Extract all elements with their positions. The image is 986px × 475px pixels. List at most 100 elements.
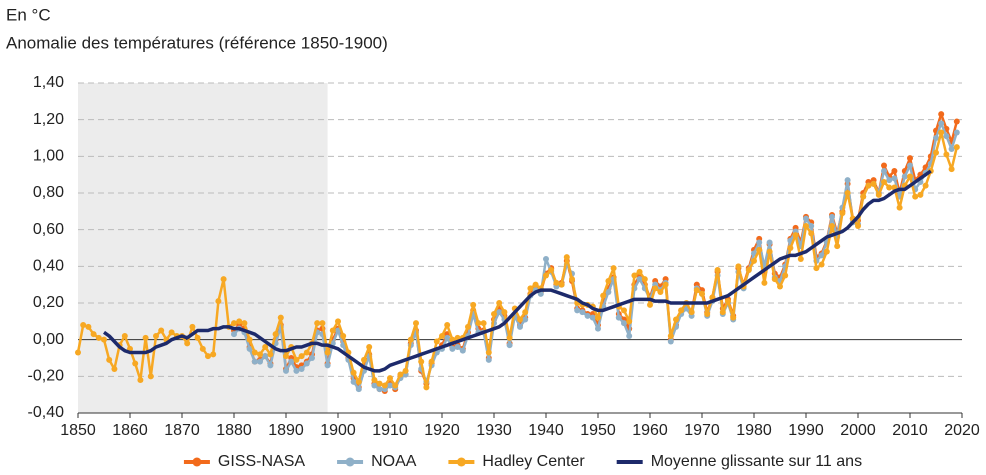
data-point bbox=[881, 168, 887, 174]
data-point bbox=[787, 245, 794, 251]
data-point bbox=[886, 177, 893, 184]
data-point bbox=[433, 338, 440, 345]
data-point bbox=[90, 331, 97, 338]
data-point bbox=[231, 331, 237, 338]
data-point bbox=[829, 213, 835, 220]
data-point bbox=[501, 309, 508, 316]
data-point bbox=[605, 289, 612, 295]
data-point bbox=[444, 334, 451, 341]
data-point bbox=[766, 239, 773, 246]
data-point bbox=[584, 312, 591, 319]
series-line bbox=[102, 169, 932, 373]
data-point bbox=[262, 353, 269, 360]
data-point bbox=[870, 180, 877, 187]
data-point bbox=[735, 263, 742, 270]
data-point bbox=[231, 320, 237, 327]
data-point bbox=[257, 351, 263, 358]
data-point bbox=[387, 375, 393, 382]
data-point bbox=[340, 333, 347, 339]
data-point bbox=[621, 307, 627, 314]
data-point bbox=[948, 146, 955, 152]
data-point bbox=[101, 336, 107, 343]
data-point bbox=[667, 338, 674, 345]
data-point bbox=[943, 133, 950, 140]
data-point bbox=[605, 278, 612, 284]
data-point bbox=[761, 279, 768, 286]
data-point bbox=[309, 355, 315, 361]
data-point bbox=[553, 279, 560, 286]
data-point bbox=[251, 349, 258, 356]
y-tick-label: 0,80 bbox=[33, 184, 64, 201]
data-point bbox=[376, 380, 383, 387]
data-point bbox=[792, 232, 799, 239]
data-point bbox=[745, 267, 752, 273]
x-tick-label: 1860 bbox=[112, 422, 148, 439]
data-point bbox=[621, 320, 627, 327]
x-tick-label: 1850 bbox=[60, 422, 96, 439]
data-point bbox=[470, 301, 477, 308]
x-tick-label: 1880 bbox=[216, 422, 252, 439]
legend-label: GISS-NASA bbox=[218, 453, 305, 470]
data-point bbox=[298, 353, 305, 360]
data-point bbox=[839, 210, 846, 217]
data-point bbox=[652, 285, 659, 292]
data-point bbox=[449, 345, 456, 352]
unit-label: En °C bbox=[6, 5, 51, 24]
data-point bbox=[818, 261, 825, 268]
data-point bbox=[600, 292, 607, 299]
data-point bbox=[891, 175, 898, 182]
data-point bbox=[527, 285, 534, 292]
data-point bbox=[288, 358, 295, 365]
data-point bbox=[730, 314, 737, 321]
data-point bbox=[189, 323, 196, 330]
data-point bbox=[137, 377, 144, 383]
data-point bbox=[948, 166, 955, 173]
data-point bbox=[485, 349, 492, 356]
data-point bbox=[272, 331, 279, 338]
data-point bbox=[699, 290, 705, 297]
data-point bbox=[392, 382, 399, 389]
data-point bbox=[324, 362, 331, 369]
data-point bbox=[813, 265, 820, 272]
data-point bbox=[132, 360, 139, 367]
x-tick-label: 1940 bbox=[528, 422, 564, 439]
data-point bbox=[662, 281, 669, 288]
data-point bbox=[943, 151, 950, 158]
data-point bbox=[896, 204, 903, 211]
chart-title: Anomalie des températures (référence 185… bbox=[6, 33, 388, 52]
data-point bbox=[205, 353, 211, 360]
data-point bbox=[610, 265, 617, 272]
data-point bbox=[558, 281, 565, 288]
legend: GISS-NASA NOAA Hadley Center Moyenne glissa… bbox=[183, 453, 862, 470]
data-point bbox=[210, 351, 217, 358]
data-point bbox=[901, 173, 908, 180]
data-point bbox=[834, 243, 841, 250]
data-point bbox=[615, 314, 622, 321]
x-tick-label: 1980 bbox=[736, 422, 772, 439]
data-point bbox=[771, 276, 778, 283]
data-point bbox=[80, 322, 87, 328]
data-point bbox=[693, 287, 700, 294]
data-point bbox=[595, 314, 601, 321]
x-tick-label: 1910 bbox=[372, 422, 408, 439]
data-point bbox=[907, 173, 913, 180]
data-point bbox=[413, 320, 419, 327]
data-point bbox=[667, 333, 674, 339]
data-point bbox=[324, 349, 331, 356]
data-point bbox=[782, 272, 789, 279]
y-tick-label: 1,40 bbox=[33, 74, 64, 91]
y-tick-label: 1,00 bbox=[33, 148, 64, 165]
data-point bbox=[844, 177, 851, 184]
data-point bbox=[314, 320, 321, 327]
data-point bbox=[589, 314, 596, 321]
data-point bbox=[371, 382, 378, 389]
data-point bbox=[506, 334, 513, 341]
y-tick-label: 1,20 bbox=[33, 111, 64, 128]
y-tick-label: -0,20 bbox=[28, 368, 65, 385]
data-point bbox=[397, 371, 404, 378]
data-point bbox=[860, 193, 867, 200]
data-point bbox=[147, 373, 154, 380]
data-point bbox=[532, 281, 539, 288]
data-point bbox=[579, 309, 586, 316]
data-point bbox=[106, 356, 113, 363]
